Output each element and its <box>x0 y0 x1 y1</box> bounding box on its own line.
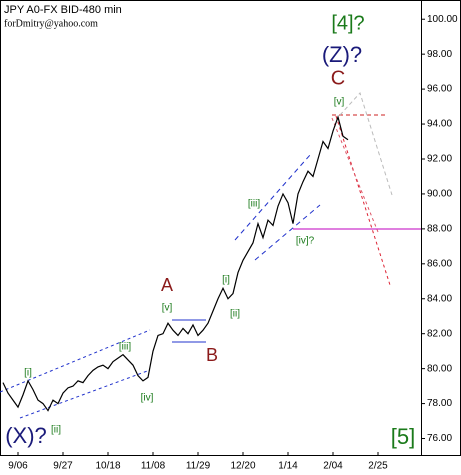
y-tick-label: 92.00 <box>427 154 452 165</box>
wave-label: (Z)? <box>322 42 362 67</box>
y-tick-label: 82.00 <box>427 328 452 339</box>
x-tick-label: 9/27 <box>53 461 73 472</box>
forecast <box>339 92 393 196</box>
subtitle: forDmitry@yahoo.com <box>4 18 98 29</box>
wave-label: A <box>161 275 173 295</box>
y-tick-label: 84.00 <box>427 293 452 304</box>
chart-title: JPY A0-FX BID-480 min <box>4 4 122 16</box>
x-tick-label: 2/04 <box>323 461 343 472</box>
wave-label: [iii] <box>248 199 260 210</box>
x-tick-label: 11/08 <box>141 461 166 472</box>
y-tick-label: 100.00 <box>427 14 458 25</box>
wave-label: C <box>331 67 345 89</box>
y-tick-label: 90.00 <box>427 189 452 200</box>
wave-label: [ii] <box>230 309 240 320</box>
wave-label: [iv] <box>141 393 154 404</box>
y-tick-label: 78.00 <box>427 398 452 409</box>
axis-frame <box>421 0 461 456</box>
wave-label: [ii] <box>51 425 61 436</box>
price-line <box>2 115 349 412</box>
channel <box>234 154 311 241</box>
channel <box>19 369 151 419</box>
x-tick-label: 10/18 <box>95 461 120 472</box>
x-tick-label: 12/20 <box>230 461 255 472</box>
y-tick-label: 86.00 <box>427 258 452 269</box>
x-tick-label: 11/29 <box>186 461 211 472</box>
wave-label: [i] <box>222 275 230 286</box>
plot-frame <box>0 0 422 456</box>
wave-label: [4]? <box>331 12 364 34</box>
y-tick-label: 80.00 <box>427 363 452 374</box>
wave-label: [5] <box>391 424 415 449</box>
wave-label: [iii] <box>119 342 131 353</box>
wave-label: [v] <box>162 303 173 314</box>
y-tick-label: 88.00 <box>427 224 452 235</box>
x-tick-label: 2/25 <box>368 461 388 472</box>
forecast <box>331 117 379 233</box>
x-tick-label: 9/06 <box>8 461 28 472</box>
wave-label: [iv]? <box>296 236 315 247</box>
x-tick-label: 1/14 <box>278 461 298 472</box>
wave-label: [v] <box>334 97 345 108</box>
wave-label: (X)? <box>5 423 47 448</box>
wave-lines <box>0 92 421 419</box>
wave-label: [i] <box>24 368 32 379</box>
y-tick-label: 98.00 <box>427 49 452 60</box>
y-tick-label: 96.00 <box>427 84 452 95</box>
wave-label: B <box>206 345 218 365</box>
y-tick-label: 76.00 <box>427 433 452 444</box>
y-tick-label: 94.00 <box>427 119 452 130</box>
